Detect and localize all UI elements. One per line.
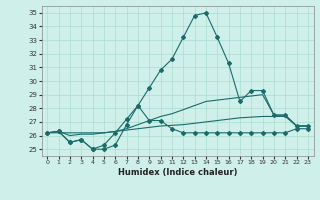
- X-axis label: Humidex (Indice chaleur): Humidex (Indice chaleur): [118, 168, 237, 177]
